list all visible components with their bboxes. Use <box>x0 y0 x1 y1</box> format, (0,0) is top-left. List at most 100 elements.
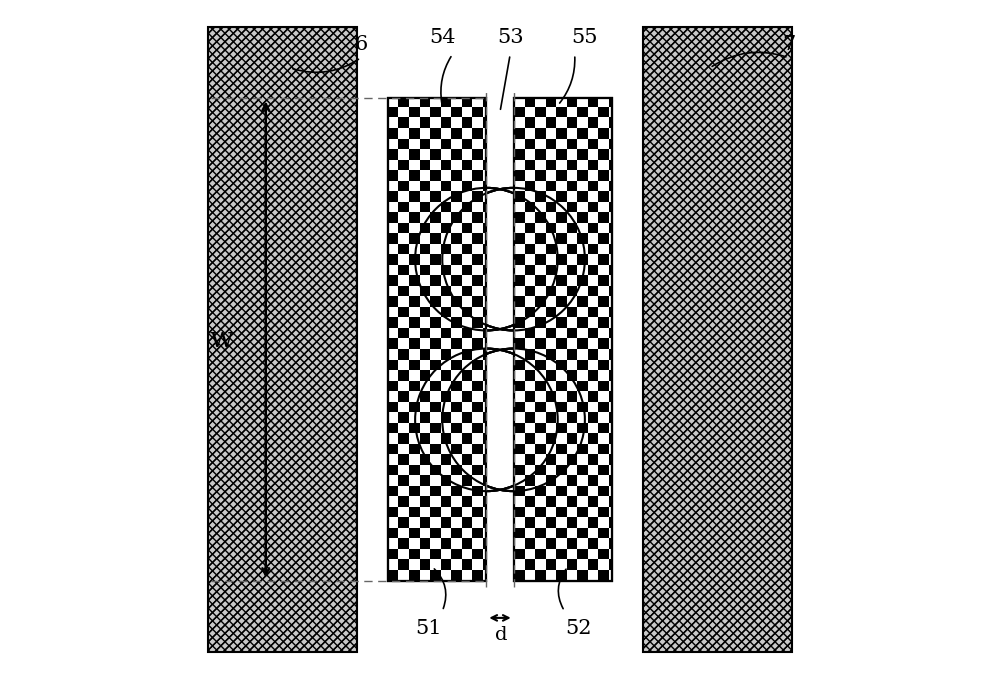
Bar <box>441 139 451 149</box>
Bar <box>588 433 598 444</box>
Bar <box>577 570 587 581</box>
Bar <box>472 107 483 117</box>
Bar <box>451 486 462 496</box>
Bar <box>462 286 472 296</box>
Bar <box>577 296 588 307</box>
Bar <box>420 202 430 212</box>
Bar <box>566 223 577 234</box>
Bar <box>577 234 587 244</box>
Bar <box>451 422 462 433</box>
Bar <box>420 496 430 507</box>
Bar <box>545 517 556 528</box>
Bar <box>388 464 398 475</box>
Bar <box>462 328 472 339</box>
Bar <box>398 244 409 255</box>
Bar <box>609 223 612 234</box>
Bar <box>398 139 409 149</box>
Bar <box>409 528 420 538</box>
Bar <box>388 212 398 223</box>
Bar <box>545 433 556 444</box>
Bar <box>514 296 525 307</box>
Bar <box>556 234 566 244</box>
Bar <box>577 128 587 139</box>
Bar <box>409 464 420 475</box>
Bar <box>598 128 608 139</box>
Bar <box>451 507 462 517</box>
Bar <box>577 528 587 538</box>
Bar <box>409 549 420 559</box>
Bar <box>409 170 420 181</box>
Bar <box>556 318 566 328</box>
Bar <box>566 202 577 212</box>
Bar <box>535 444 546 454</box>
Bar <box>409 570 420 581</box>
Bar <box>208 27 357 652</box>
Bar <box>598 191 608 202</box>
Bar <box>577 549 588 559</box>
Bar <box>598 360 608 370</box>
Bar <box>462 475 472 486</box>
Bar <box>587 370 598 380</box>
Bar <box>525 496 535 507</box>
Bar <box>577 212 588 223</box>
Bar <box>608 181 612 191</box>
Bar <box>472 464 483 475</box>
Bar <box>598 570 608 581</box>
Bar <box>472 318 483 328</box>
Bar <box>420 160 430 170</box>
Bar <box>587 160 598 170</box>
Bar <box>566 517 577 528</box>
Bar <box>556 255 567 265</box>
Bar <box>483 265 486 276</box>
Bar <box>566 117 577 128</box>
Bar <box>598 486 608 496</box>
Bar <box>430 339 441 349</box>
Bar <box>462 244 472 255</box>
Bar <box>556 570 566 581</box>
Bar <box>462 139 472 149</box>
Bar <box>609 370 612 380</box>
Bar <box>462 181 472 191</box>
Bar <box>514 444 524 454</box>
Bar <box>556 149 566 160</box>
Bar <box>566 559 577 570</box>
Bar <box>525 412 535 422</box>
Bar <box>398 412 409 422</box>
Bar <box>388 570 398 581</box>
Bar <box>608 223 612 234</box>
Bar <box>388 401 398 412</box>
Bar <box>420 160 430 170</box>
Bar <box>462 559 472 570</box>
Bar <box>524 244 535 255</box>
Bar <box>587 265 598 276</box>
Bar <box>535 401 545 412</box>
Circle shape <box>442 188 585 331</box>
Bar <box>567 496 577 507</box>
Bar <box>545 202 556 212</box>
Bar <box>608 265 612 276</box>
Bar <box>535 234 546 244</box>
Bar <box>577 360 587 370</box>
Bar <box>388 296 398 307</box>
Bar <box>430 212 441 223</box>
Bar <box>483 160 486 170</box>
Bar <box>588 328 598 339</box>
Bar <box>535 360 546 370</box>
Bar <box>556 360 566 370</box>
Bar <box>524 328 535 339</box>
Bar <box>462 265 472 276</box>
Bar <box>472 107 483 117</box>
Bar <box>430 276 441 286</box>
Bar <box>608 559 612 570</box>
Bar <box>420 139 430 149</box>
Bar <box>588 496 598 507</box>
Bar <box>535 549 545 559</box>
Bar <box>398 98 409 107</box>
Bar <box>441 538 451 549</box>
Bar <box>409 149 420 160</box>
Bar <box>598 464 609 475</box>
Circle shape <box>442 348 585 491</box>
Bar <box>587 496 598 507</box>
Bar <box>525 202 535 212</box>
Bar <box>556 444 566 454</box>
